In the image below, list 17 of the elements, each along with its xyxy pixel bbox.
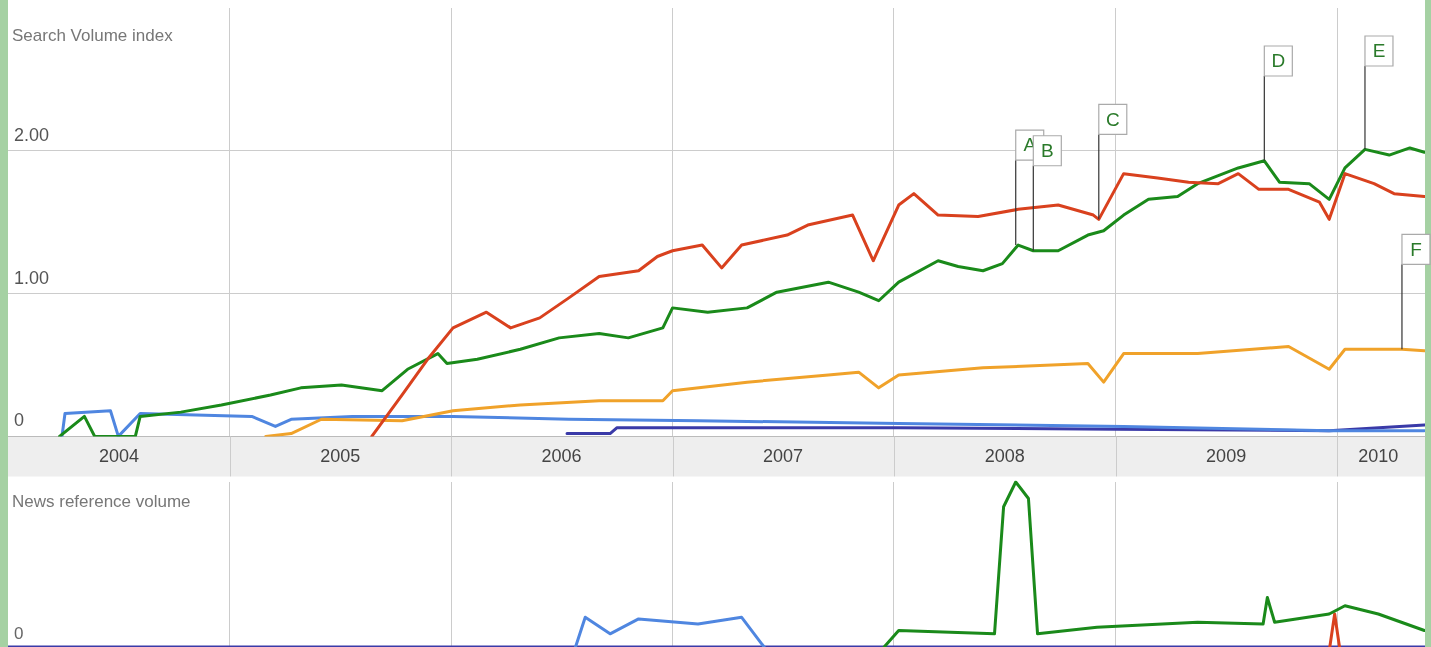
x-tick-label: 2007 bbox=[762, 446, 803, 467]
x-tick-label: 2009 bbox=[1206, 446, 1247, 467]
annotation: F bbox=[1410, 238, 1422, 260]
y-tick-label: 0 bbox=[14, 410, 25, 431]
annotation: D bbox=[1271, 50, 1286, 72]
x-tick-label: 2004 bbox=[98, 446, 139, 467]
text: Search Volume index bbox=[12, 26, 174, 46]
y-tick-label: 1.00 bbox=[14, 267, 50, 288]
y-tick-label: 2.00 bbox=[14, 124, 50, 145]
x-tick-label: 2010 bbox=[1358, 446, 1399, 467]
annotation: B bbox=[1040, 139, 1054, 161]
annotation: C bbox=[1105, 108, 1120, 130]
annotation: E bbox=[1372, 40, 1386, 62]
text: News reference volume bbox=[12, 492, 191, 512]
x-tick-label: 2006 bbox=[541, 446, 582, 467]
x-tick-label: 2008 bbox=[984, 446, 1025, 467]
x-tick-label: 2005 bbox=[320, 446, 361, 467]
